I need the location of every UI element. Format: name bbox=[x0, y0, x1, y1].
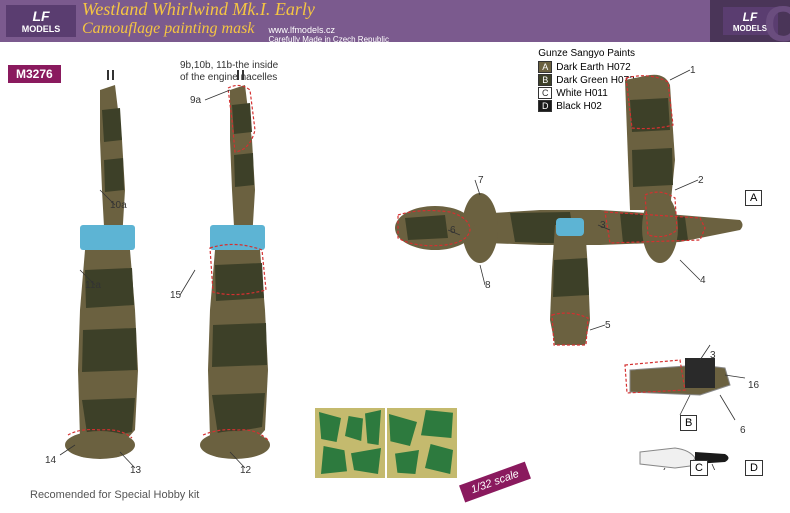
recommendation-text: Recomended for Special Hobby kit bbox=[30, 489, 199, 501]
logo-models: MODELS bbox=[22, 24, 61, 34]
logo-lf: LF bbox=[32, 8, 49, 24]
tagline: Carefully Made in Czech Republic bbox=[268, 35, 389, 44]
callout-label: 9a bbox=[190, 95, 201, 106]
title-line1: Westland Whirlwind Mk.I. Early bbox=[82, 0, 710, 20]
callout-label: 12 bbox=[240, 465, 251, 476]
mask-sheet-2 bbox=[387, 408, 457, 478]
mask-sheet-1 bbox=[315, 408, 385, 478]
callout-label: 16 bbox=[748, 380, 759, 391]
title-block: Westland Whirlwind Mk.I. Early Camouflag… bbox=[82, 0, 710, 44]
logo-lf-r: LF bbox=[743, 10, 758, 24]
callout-label: 8 bbox=[485, 280, 491, 291]
callout-label: 3 bbox=[710, 350, 716, 361]
aircraft-side-views: 9a10a11a15141312 bbox=[30, 70, 330, 470]
callout-label: 10a bbox=[110, 200, 127, 211]
callout-label: 1 bbox=[690, 65, 696, 76]
logo-right: LF MODELS C bbox=[710, 0, 790, 42]
callout-label: 13 bbox=[130, 465, 141, 476]
header-bar: LF MODELS Westland Whirlwind Mk.I. Early… bbox=[0, 0, 790, 42]
callout-label: 6 bbox=[740, 425, 746, 436]
decorative-c: C bbox=[764, 0, 790, 53]
aircraft-top-view: 1 2 3 4 5 6 7 8 3 16 6 bbox=[370, 50, 770, 470]
reference-box: D bbox=[745, 460, 763, 476]
logo-left: LF MODELS bbox=[6, 5, 76, 37]
callout-label: 11a bbox=[85, 280, 101, 291]
callout-label: 6 bbox=[450, 225, 456, 236]
logo-models-r: MODELS bbox=[733, 24, 767, 33]
reference-box: B bbox=[680, 415, 697, 431]
reference-box: A bbox=[745, 190, 762, 206]
website-url: www.lfmodels.cz bbox=[268, 25, 389, 35]
title-line2: Camouflage painting mask bbox=[82, 20, 254, 38]
callout-label: 15 bbox=[170, 290, 181, 301]
callout-label: 5 bbox=[605, 320, 611, 331]
mask-preview bbox=[315, 408, 457, 478]
reference-box: C bbox=[690, 460, 708, 476]
callout-label: 4 bbox=[700, 275, 706, 286]
callout-label: 7 bbox=[478, 175, 484, 186]
callout-label: 3 bbox=[600, 220, 606, 231]
callout-label: 14 bbox=[45, 455, 56, 466]
callout-label: 2 bbox=[698, 175, 704, 186]
